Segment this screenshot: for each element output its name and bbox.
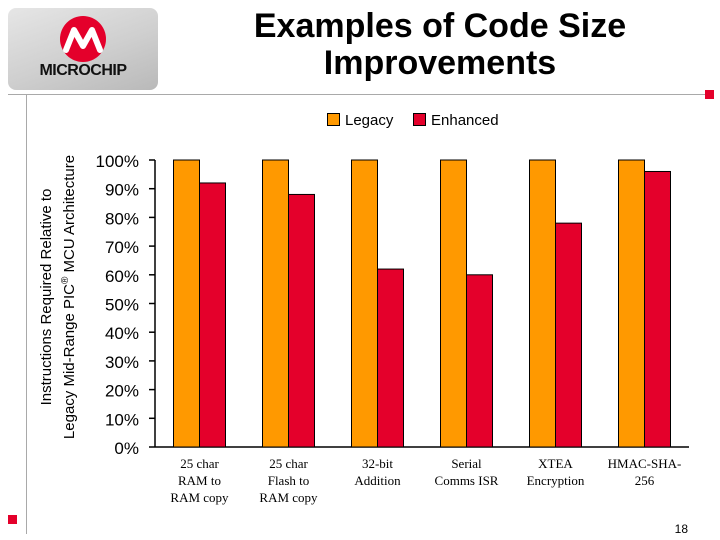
left-divider [26, 94, 27, 534]
x-tick-label: HMAC-SHA- [608, 456, 682, 471]
x-tick-label: 25 char [269, 456, 308, 471]
y-tick-label: 90% [105, 181, 139, 200]
bar-enhanced-5 [555, 222, 582, 448]
x-tick-label: RAM to [178, 473, 221, 488]
divider-marker [705, 90, 714, 99]
y-tick-label: 20% [105, 382, 139, 401]
header-divider [8, 94, 708, 95]
bar-enhanced-2 [288, 193, 315, 448]
bar-legacy-4 [440, 159, 467, 448]
microchip-logo-wordmark: MICROCHIP [39, 62, 127, 79]
x-tick-label: XTEA [538, 456, 573, 471]
y-tick-label: 100% [96, 152, 139, 171]
x-tick-label: RAM copy [259, 490, 318, 505]
x-tick-label: Addition [354, 473, 401, 488]
legend-item-enhanced: Enhanced [413, 112, 499, 129]
y-tick-label: 40% [105, 324, 139, 343]
microchip-logo: MICROCHIP [8, 8, 158, 90]
x-tick-label: Encryption [527, 473, 585, 488]
bar-enhanced-1 [199, 182, 226, 448]
x-tick-label: Comms ISR [435, 473, 499, 488]
bar-enhanced-3 [377, 268, 404, 448]
x-tick-label: 32-bit [362, 456, 393, 471]
y-tick-label: 70% [105, 238, 139, 257]
divider-marker [8, 515, 17, 524]
legend-swatch-enhanced [413, 113, 426, 126]
legend-label-legacy: Legacy [345, 112, 394, 129]
x-tick-label: Flash to [268, 473, 310, 488]
y-tick-label: 10% [105, 410, 139, 429]
x-tick-label: Serial [451, 456, 482, 471]
bar-legacy-1 [173, 159, 200, 448]
title-line-1: Examples of Code Size [253, 7, 627, 45]
bar-legacy-6 [618, 159, 645, 448]
x-tick-label: 25 char [180, 456, 219, 471]
legend-item-legacy: Legacy [327, 112, 393, 129]
y-tick-label: 30% [105, 353, 139, 372]
y-tick-label: 80% [105, 209, 139, 228]
bar-legacy-5 [529, 159, 556, 448]
title-line-2: Improvements [323, 44, 557, 82]
page-title: Examples of Code Size Improvements [160, 8, 720, 82]
x-tick-label: RAM copy [170, 490, 229, 505]
y-tick-label: 0% [114, 439, 139, 458]
y-tick-label: 60% [105, 267, 139, 286]
bar-legacy-2 [262, 159, 289, 448]
microchip-emblem-icon [60, 16, 106, 62]
x-tick-label: 256 [635, 473, 655, 488]
bar-enhanced-4 [466, 274, 493, 448]
bar-legacy-3 [351, 159, 378, 448]
legend-swatch-legacy [327, 113, 340, 126]
y-tick-label: 50% [105, 296, 139, 315]
bar-enhanced-6 [644, 170, 671, 448]
legend-label-enhanced: Enhanced [431, 112, 499, 129]
page-number: 18 [674, 522, 688, 536]
